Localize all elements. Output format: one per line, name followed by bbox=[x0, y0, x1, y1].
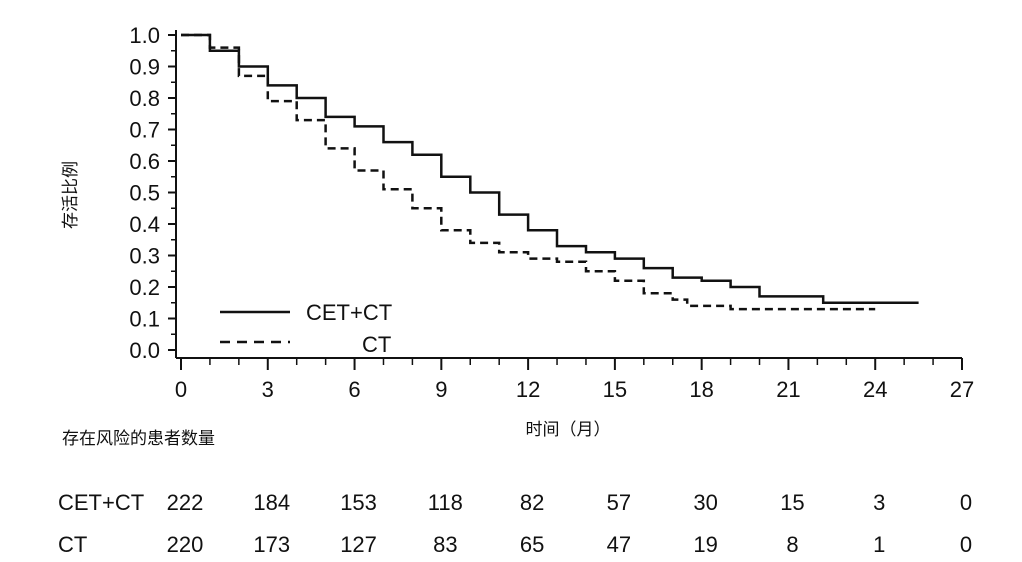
risk-row-label: CT bbox=[58, 532, 87, 557]
risk-cell: 8 bbox=[786, 532, 798, 557]
risk-cell: 83 bbox=[433, 532, 457, 557]
legend-label-cet-ct: CET+CT bbox=[306, 300, 392, 325]
x-tick-label: 6 bbox=[348, 377, 360, 402]
x-tick-label: 21 bbox=[776, 377, 800, 402]
risk-cell: 30 bbox=[693, 490, 717, 515]
y-tick-label: 0.1 bbox=[129, 307, 160, 332]
x-tick-label: 9 bbox=[435, 377, 447, 402]
risk-cell: 0 bbox=[960, 490, 972, 515]
y-tick-label: 0.4 bbox=[129, 212, 160, 237]
risk-cell: 222 bbox=[167, 490, 204, 515]
y-tick-label: 1.0 bbox=[129, 23, 160, 48]
y-tick-label: 0.8 bbox=[129, 86, 160, 111]
y-tick-label: 0.5 bbox=[129, 181, 160, 206]
risk-cell: 57 bbox=[607, 490, 631, 515]
risk-cell: 19 bbox=[693, 532, 717, 557]
y-tick-label: 0.7 bbox=[129, 118, 160, 143]
x-tick-group: 0 3 6 9 12 15 18 21 24 27 bbox=[175, 358, 974, 402]
risk-cell: 3 bbox=[873, 490, 885, 515]
y-tick-group: 0.0 0.1 0.2 0.3 0.4 0.5 0.6 0.7 0.8 0.9 1.0 bbox=[129, 23, 176, 363]
x-axis-label: 时间（月） bbox=[526, 420, 611, 440]
x-tick-label: 12 bbox=[516, 377, 540, 402]
y-tick-label: 0.6 bbox=[129, 149, 160, 174]
risk-cell: 15 bbox=[780, 490, 804, 515]
risk-cell: 65 bbox=[520, 532, 544, 557]
risk-cell: 0 bbox=[960, 532, 972, 557]
risk-row-label: CET+CT bbox=[58, 490, 144, 515]
risk-table: CET+CT 222 184 153 118 82 57 30 15 3 0CT 220 173 127 8… bbox=[58, 490, 972, 557]
risk-cell: 47 bbox=[607, 532, 631, 557]
y-tick-label: 0.9 bbox=[129, 55, 160, 80]
y-tick-label: 0.3 bbox=[129, 244, 160, 269]
series-group bbox=[181, 33, 919, 311]
risk-cell: 127 bbox=[340, 532, 377, 557]
x-tick-label: 15 bbox=[603, 377, 627, 402]
x-tick-label: 27 bbox=[950, 377, 974, 402]
x-tick-label: 3 bbox=[262, 377, 274, 402]
x-tick-label: 0 bbox=[175, 377, 187, 402]
risk-table-title: 存在风险的患者数量 bbox=[62, 429, 215, 449]
risk-cell: 184 bbox=[253, 490, 290, 515]
series-line-ct bbox=[181, 33, 876, 311]
y-tick-label: 0.2 bbox=[129, 275, 160, 300]
legend-label-ct: CT bbox=[362, 332, 391, 357]
legend: CET+CT CT bbox=[220, 300, 392, 357]
risk-cell: 173 bbox=[253, 532, 290, 557]
x-tick-label: 18 bbox=[689, 377, 713, 402]
risk-cell: 220 bbox=[167, 532, 204, 557]
risk-cell: 82 bbox=[520, 490, 544, 515]
risk-cell: 118 bbox=[428, 490, 463, 515]
series-line-cet-ct bbox=[181, 33, 919, 305]
risk-cell: 1 bbox=[873, 532, 885, 557]
x-tick-label: 24 bbox=[863, 377, 887, 402]
risk-cell: 153 bbox=[340, 490, 377, 515]
y-axis-label: 存活比例 bbox=[61, 161, 81, 229]
y-tick-label: 0.0 bbox=[129, 338, 160, 363]
